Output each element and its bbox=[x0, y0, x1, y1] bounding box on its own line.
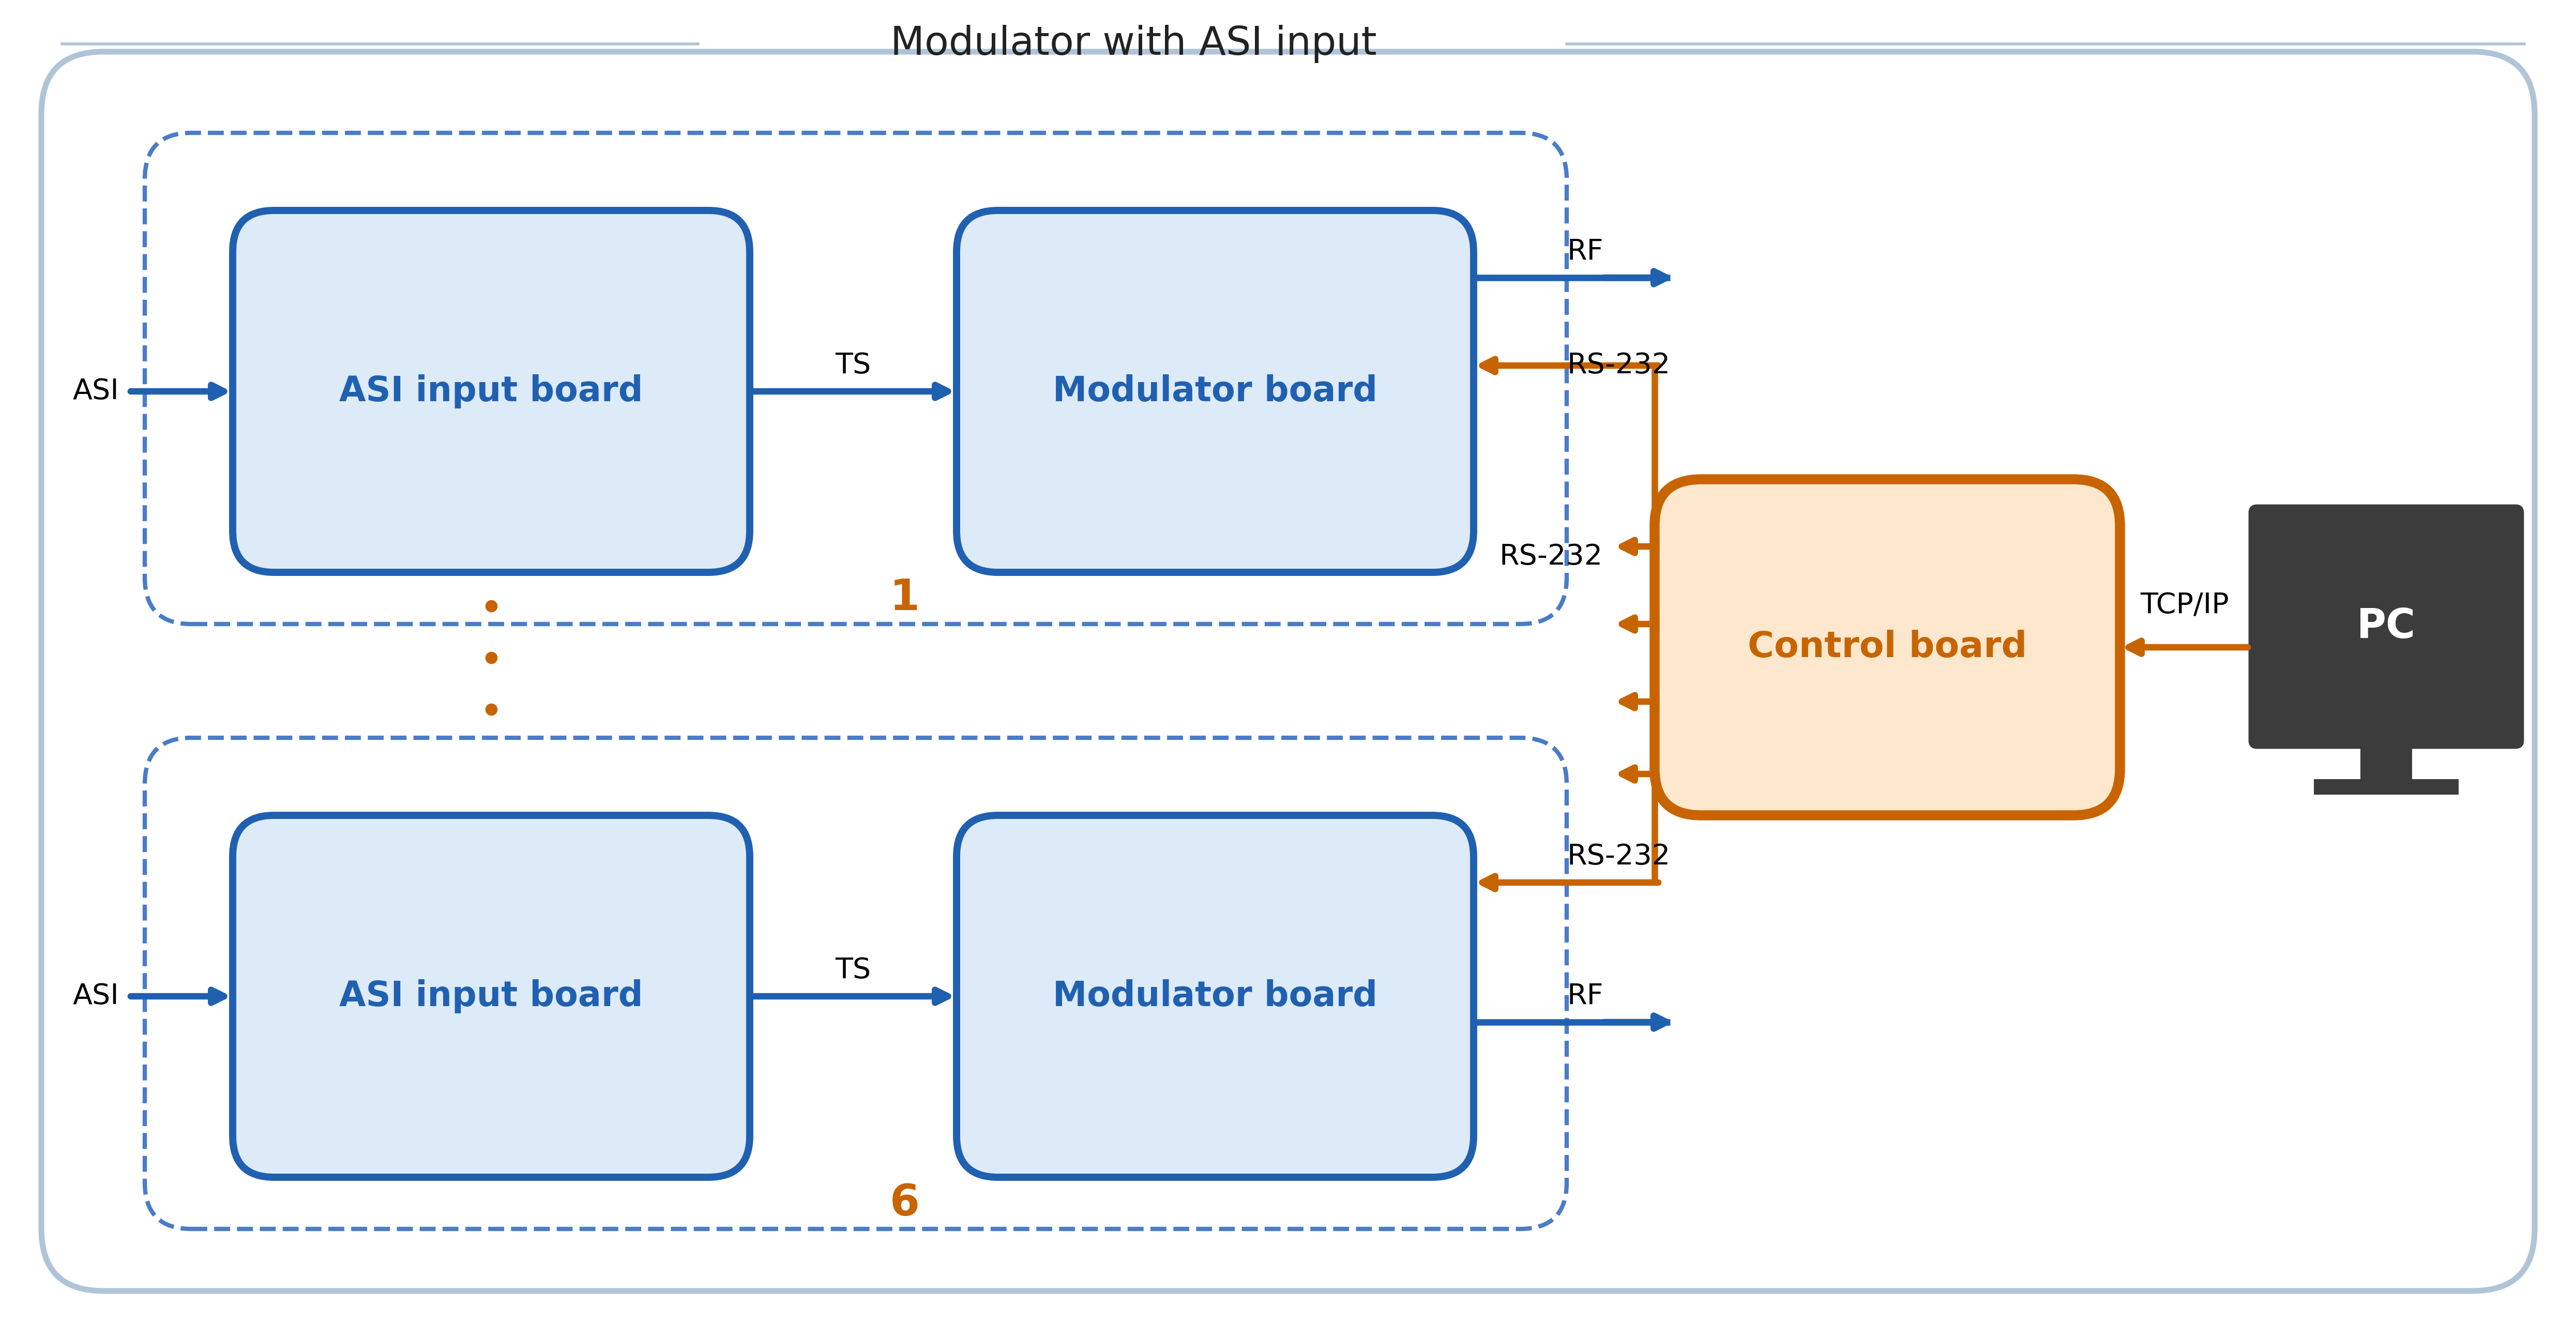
Bar bbox=[2360, 746, 2411, 784]
Text: RS-232: RS-232 bbox=[1499, 543, 1602, 571]
Text: TCP/IP: TCP/IP bbox=[2141, 592, 2228, 620]
Text: Control board: Control board bbox=[1747, 631, 2027, 665]
FancyBboxPatch shape bbox=[956, 210, 1473, 572]
Text: RF: RF bbox=[1566, 238, 1602, 266]
Text: ASI input board: ASI input board bbox=[340, 980, 644, 1014]
Text: 1: 1 bbox=[889, 578, 920, 619]
Text: Modulator board: Modulator board bbox=[1054, 980, 1378, 1014]
FancyBboxPatch shape bbox=[144, 738, 1566, 1229]
Text: TS: TS bbox=[835, 957, 871, 985]
FancyBboxPatch shape bbox=[1654, 480, 2120, 816]
FancyBboxPatch shape bbox=[956, 816, 1473, 1177]
Text: Modulator with ASI input: Modulator with ASI input bbox=[891, 25, 1376, 63]
FancyBboxPatch shape bbox=[232, 816, 750, 1177]
Text: ASI input board: ASI input board bbox=[340, 374, 644, 408]
FancyBboxPatch shape bbox=[2249, 505, 2524, 748]
FancyBboxPatch shape bbox=[41, 52, 2535, 1292]
Bar bbox=[2313, 779, 2458, 795]
Text: TS: TS bbox=[835, 352, 871, 379]
FancyBboxPatch shape bbox=[232, 210, 750, 572]
Text: 6: 6 bbox=[889, 1182, 920, 1224]
Text: RS-232: RS-232 bbox=[1566, 352, 1669, 379]
Text: ASI: ASI bbox=[72, 377, 118, 406]
FancyBboxPatch shape bbox=[144, 134, 1566, 624]
Text: RF: RF bbox=[1566, 982, 1602, 1010]
Text: Modulator board: Modulator board bbox=[1054, 374, 1378, 408]
Text: ASI: ASI bbox=[72, 982, 118, 1010]
Text: RS-232: RS-232 bbox=[1566, 842, 1669, 871]
Text: PC: PC bbox=[2357, 607, 2416, 646]
